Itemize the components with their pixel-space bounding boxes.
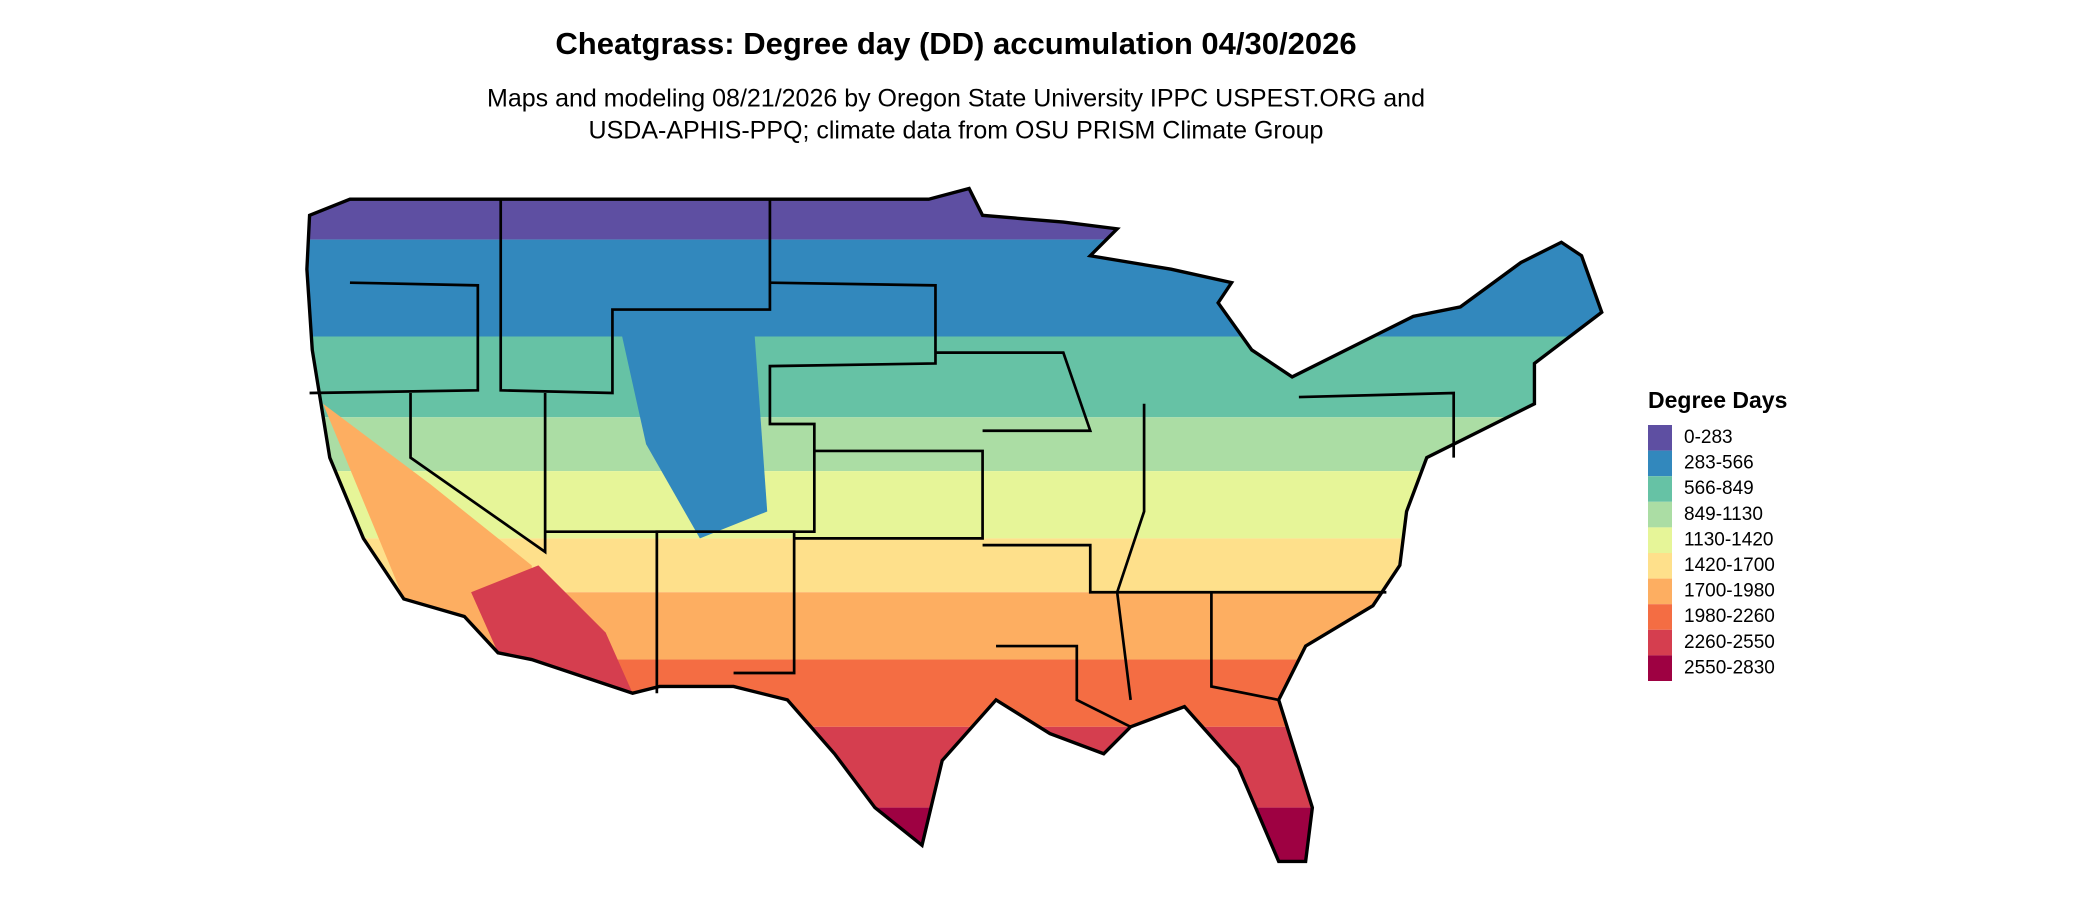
legend-swatch <box>1648 578 1672 605</box>
legend-swatch <box>1648 553 1672 579</box>
state-border <box>1298 391 1456 458</box>
state-border <box>309 281 480 395</box>
us-map <box>305 186 1604 864</box>
legend-swatch <box>1648 476 1672 502</box>
legend-label: 2260-2550 <box>1684 632 1775 653</box>
legend-title: Degree Days <box>1648 387 1787 413</box>
state-border <box>1115 403 1146 701</box>
legend-label: 0-283 <box>1684 427 1733 448</box>
legend: 0-283 283-566 566-849 849-1130 1130-1420 1420… <box>1648 425 1775 681</box>
state-border <box>794 449 984 540</box>
legend-label: 566-849 <box>1684 478 1754 499</box>
state-border <box>545 530 796 675</box>
map-band <box>306 807 1602 862</box>
map-band <box>306 188 1602 240</box>
legend-label: 1980-2260 <box>1684 606 1775 627</box>
legend-swatch <box>1648 604 1672 630</box>
map-fill <box>306 188 1602 862</box>
map-subtitle: USDA-APHIS-PPQ; climate data from OSU PR… <box>589 117 1324 145</box>
state-border <box>409 393 547 555</box>
map-band <box>306 659 1602 727</box>
legend-label: 283-566 <box>1684 453 1754 474</box>
legend-swatch <box>1648 425 1672 451</box>
map-band <box>306 726 1602 808</box>
map-region <box>471 565 633 694</box>
state-border <box>996 644 1132 729</box>
state-border <box>935 351 1093 433</box>
map-band <box>306 417 1602 472</box>
map-band <box>306 336 1602 418</box>
legend-label: 1130-1420 <box>1684 529 1773 550</box>
legend-label: 849-1130 <box>1684 504 1763 525</box>
legend-label: 1420-1700 <box>1684 555 1775 576</box>
map-title: Cheatgrass: Degree day (DD) accumulation… <box>555 26 1356 61</box>
map-band <box>306 471 1602 539</box>
map-region <box>619 323 768 539</box>
map-subtitle: Maps and modeling 08/21/2026 by Oregon S… <box>487 85 1425 113</box>
legend-swatch <box>1648 629 1672 656</box>
state-border <box>499 199 772 395</box>
state-borders <box>305 186 1604 864</box>
legend-label: 1700-1980 <box>1684 581 1775 602</box>
state-border <box>982 543 1387 594</box>
map-band <box>306 239 1602 337</box>
legend-swatch <box>1648 450 1672 477</box>
legend-swatch <box>1648 655 1672 681</box>
state-border <box>1210 592 1279 702</box>
legend-swatch <box>1648 527 1672 553</box>
legend-swatch <box>1648 501 1672 528</box>
legend-label: 2550-2830 <box>1684 657 1775 678</box>
